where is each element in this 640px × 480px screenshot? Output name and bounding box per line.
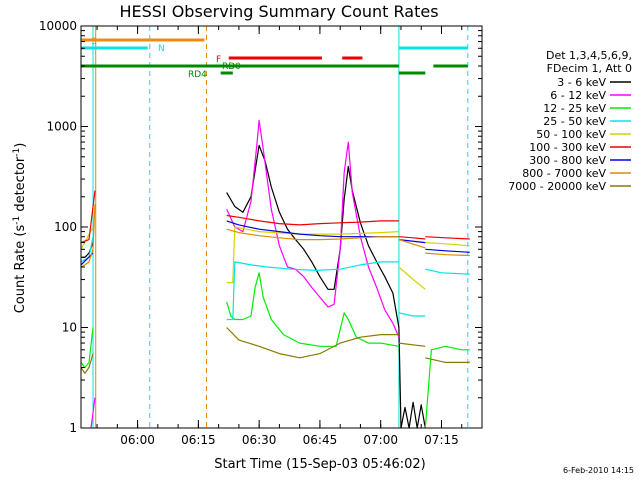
series-line-800-7000-kev	[226, 228, 399, 241]
series-line-100-300-kev	[425, 236, 470, 240]
y-tick-label: 10	[62, 321, 77, 335]
timestamp: 6-Feb-2010 14:15	[563, 466, 634, 475]
axes: 1 10 100 1000 10000 06:00 06:15 06:30 06:45 07:00…	[39, 19, 482, 447]
y-tick-label: 1	[69, 421, 77, 435]
event-markers	[92, 26, 469, 428]
series-line-100-300-kev	[226, 214, 399, 226]
legend-label-300-800-kev: 300 - 800 keV	[529, 154, 606, 167]
x-axis-label: Start Time (15-Sep-03 05:46:02)	[214, 457, 425, 472]
legend: Det 1,3,4,5,6,9,FDecim 1, Att 03 - 6 keV…	[508, 49, 632, 193]
series-lines	[80, 119, 470, 429]
legend-header: FDecim 1, Att 0	[547, 62, 632, 75]
y-tick-label: 100	[54, 220, 77, 234]
legend-label-12-25-kev: 12 - 25 keV	[543, 102, 606, 115]
series-line-50-100-kev	[226, 226, 399, 284]
chart-title: HESSI Observing Summary Count Rates	[119, 2, 438, 21]
x-tick-label: 06:45	[303, 433, 338, 447]
series-line-300-800-kev	[398, 239, 426, 244]
series-line-12-25-kev	[424, 345, 470, 429]
legend-label-25-50-kev: 25 - 50 keV	[543, 115, 606, 128]
flag-label-rd4: RD4	[188, 70, 207, 80]
y-axis-label: Count Rate (s-1 detector-1)	[12, 143, 28, 314]
series-line-25-50-kev	[398, 312, 426, 317]
series-line-50-100-kev	[398, 266, 426, 290]
flag-label-s: S	[91, 37, 97, 47]
legend-header: Det 1,3,4,5,6,9,	[546, 49, 632, 62]
legend-label-100-300-kev: 100 - 300 keV	[529, 141, 606, 154]
series-line-3-6-kev	[226, 144, 402, 429]
legend-label-6-12-kev: 6 - 12 keV	[550, 89, 606, 102]
x-tick-label: 06:00	[120, 433, 155, 447]
series-line-25-50-kev	[226, 261, 399, 321]
series-line-300-800-kev	[425, 248, 470, 253]
series-line-100-300-kev	[398, 236, 426, 240]
flag-label-rd0: RD0	[222, 62, 241, 72]
series-line-6-12-kev	[90, 397, 96, 429]
series-line-3-6-kev	[400, 401, 426, 429]
series-line-7000-20000-kev	[80, 353, 94, 374]
y-tick-label: 10000	[39, 19, 77, 33]
series-line-800-7000-kev	[80, 203, 96, 268]
series-line-100-300-kev	[80, 190, 96, 244]
series-line-7000-20000-kev	[425, 357, 470, 363]
series-line-50-100-kev	[425, 242, 470, 247]
series-line-50-100-kev	[80, 226, 94, 250]
series-line-800-7000-kev	[398, 239, 426, 249]
series-line-25-50-kev	[425, 268, 470, 275]
x-tick-label: 07:15	[424, 433, 459, 447]
flag-label-f: F	[216, 55, 221, 65]
series-line-7000-20000-kev	[398, 342, 426, 347]
legend-label-7000-20000-kev: 7000 - 20000 keV	[508, 180, 606, 193]
x-tick-label: 06:30	[242, 433, 277, 447]
x-tick-label: 07:00	[363, 433, 398, 447]
legend-label-800-7000-kev: 800 - 7000 keV	[522, 167, 606, 180]
x-tick-label: 06:15	[181, 433, 216, 447]
legend-label-3-6-kev: 3 - 6 keV	[557, 76, 606, 89]
flag-label-n: N	[158, 44, 165, 54]
series-line-7000-20000-kev	[226, 327, 399, 359]
series-line-12-25-kev	[226, 272, 400, 347]
series-line-800-7000-kev	[425, 252, 470, 257]
y-tick-label: 1000	[46, 120, 77, 134]
series-line-12-25-kev	[80, 327, 94, 369]
series-line-6-12-kev	[226, 119, 400, 338]
legend-label-50-100-kev: 50 - 100 keV	[536, 128, 606, 141]
